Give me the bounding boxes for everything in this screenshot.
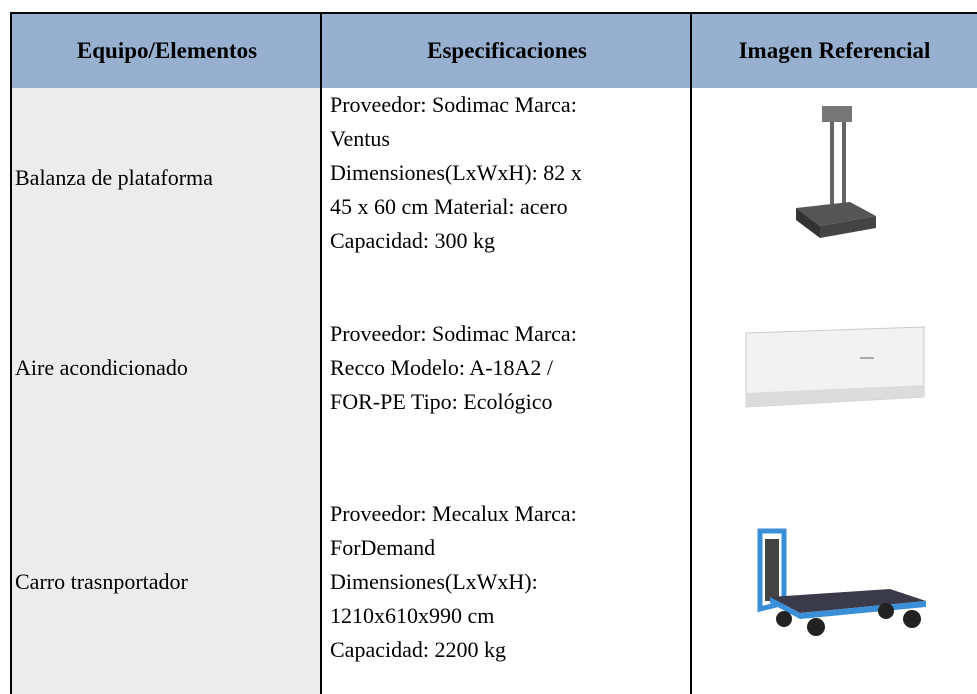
item-cell: Balanza de plataforma	[10, 88, 322, 270]
item-cell: Carro trasnportador	[10, 468, 322, 694]
spec-line: Ventus	[330, 126, 390, 151]
spec-line: Proveedor: Mecalux Marca:	[330, 501, 577, 526]
cart-image	[757, 528, 926, 636]
spec-line: Proveedor: Sodimac Marca:	[330, 92, 577, 117]
spec-line: 1210x610x990 cm	[330, 603, 495, 628]
spec-line: Dimensiones(LxWxH): 82 x	[330, 160, 582, 185]
spec-line: Recco Modelo: A-18A2 /	[330, 355, 554, 380]
header-cell: Imagen Referencial	[690, 12, 977, 90]
header-cell: Equipo/Elementos	[10, 12, 322, 90]
item-cell: Aire acondicionado	[10, 268, 322, 470]
spec-line: Capacidad: 2200 kg	[330, 637, 506, 662]
spec-cell: Proveedor: Sodimac Marca: Ventus Dimension…	[320, 88, 692, 270]
scale-image	[795, 106, 876, 238]
spec-line: Dimensiones(LxWxH):	[330, 569, 538, 594]
spec-line: ForDemand	[330, 535, 436, 560]
spec-cell: Proveedor: Mecalux Marca: ForDemand Dimens…	[320, 468, 692, 694]
spec-cell: Proveedor: Sodimac Marca: Recco Modelo: A…	[320, 268, 692, 470]
image-cell	[690, 468, 977, 694]
spec-line: Proveedor: Sodimac Marca:	[330, 321, 577, 346]
spec-line: 45 x 60 cm Material: acero	[330, 194, 568, 219]
image-cell	[690, 88, 977, 270]
header-cell: Especificaciones	[320, 12, 692, 90]
spec-line: Capacidad: 300 kg	[330, 228, 495, 253]
ac-image	[745, 326, 924, 408]
image-cell	[690, 268, 977, 470]
spec-line: FOR-PE Tipo: Ecológico	[330, 389, 553, 414]
